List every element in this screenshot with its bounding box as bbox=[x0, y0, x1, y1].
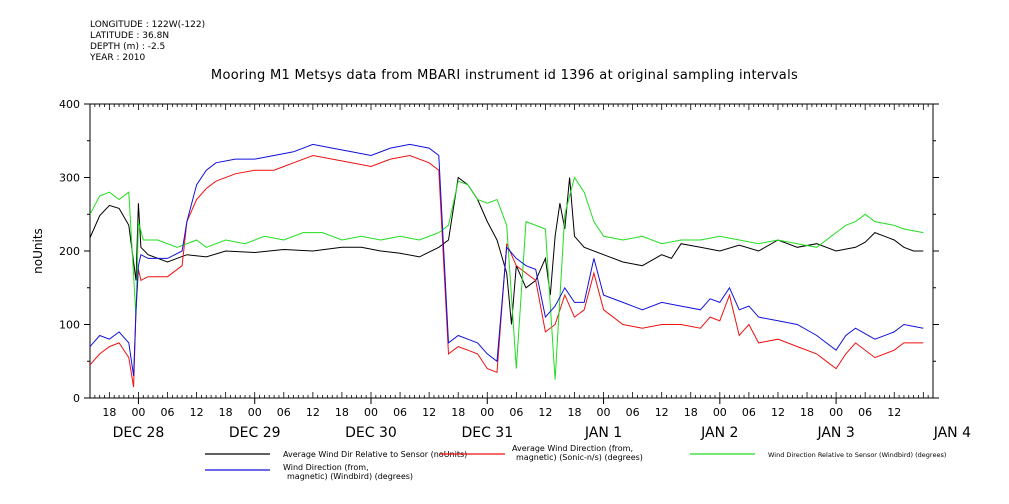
legend-label-1: Average Wind Dir Relative to Sensor (noU… bbox=[283, 450, 467, 459]
y-tick-label: 200 bbox=[59, 245, 80, 258]
x-day-label: JAN 4 bbox=[933, 425, 971, 441]
x-hour-label: 06 bbox=[742, 406, 756, 419]
x-hour-label: 12 bbox=[422, 406, 436, 419]
legend-label-2: Average Wind Direction (from, magnetic) (… bbox=[512, 444, 643, 462]
chart-title: Mooring M1 Metsys data from MBARI instru… bbox=[210, 68, 799, 83]
y-tick-label: 100 bbox=[59, 319, 80, 332]
x-day-label: DEC 29 bbox=[229, 425, 281, 441]
x-hour-label: 18 bbox=[567, 406, 581, 419]
x-hour-label: 00 bbox=[480, 406, 494, 419]
x-day-label: DEC 30 bbox=[345, 425, 397, 441]
series-line-1 bbox=[90, 176, 924, 325]
x-day-label: DEC 28 bbox=[113, 425, 165, 441]
x-hour-label: 12 bbox=[538, 406, 552, 419]
x-hour-label: 00 bbox=[597, 406, 611, 419]
meta-longitude: LONGITUDE : 122W(-122) bbox=[90, 20, 206, 30]
legend-label-3: Wind Direction Relative to Sensor (Windb… bbox=[768, 451, 946, 459]
x-hour-label: 06 bbox=[626, 406, 640, 419]
x-hour-label: 00 bbox=[131, 406, 145, 419]
x-hour-label: 06 bbox=[161, 406, 175, 419]
x-hour-label: 00 bbox=[248, 406, 262, 419]
x-hour-label: 06 bbox=[393, 406, 407, 419]
x-day-label: JAN 3 bbox=[816, 425, 854, 441]
y-tick-label: 400 bbox=[59, 98, 80, 111]
series-line-4 bbox=[90, 143, 924, 376]
x-day-label: JAN 2 bbox=[700, 425, 738, 441]
x-hour-label: 18 bbox=[102, 406, 116, 419]
series-line-3 bbox=[90, 176, 924, 380]
y-axis-label: noUnits bbox=[31, 228, 45, 274]
x-hour-label: 00 bbox=[364, 406, 378, 419]
x-hour-label: 12 bbox=[190, 406, 204, 419]
x-day-label: JAN 1 bbox=[584, 425, 622, 441]
x-hour-label: 18 bbox=[800, 406, 814, 419]
meta-depth: DEPTH (m) : -2.5 bbox=[90, 42, 166, 52]
x-hour-label: 06 bbox=[509, 406, 523, 419]
x-hour-label: 06 bbox=[277, 406, 291, 419]
x-hour-label: 06 bbox=[858, 406, 872, 419]
x-hour-label: 12 bbox=[771, 406, 785, 419]
y-tick-label: 0 bbox=[73, 392, 80, 405]
x-hour-label: 00 bbox=[829, 406, 843, 419]
x-hour-label: 18 bbox=[219, 406, 233, 419]
x-hour-label: 18 bbox=[684, 406, 698, 419]
x-hour-label: 18 bbox=[451, 406, 465, 419]
x-hour-label: 00 bbox=[713, 406, 727, 419]
x-hour-label: 12 bbox=[306, 406, 320, 419]
x-hour-label: 12 bbox=[887, 406, 901, 419]
meta-year: YEAR : 2010 bbox=[90, 53, 146, 63]
series-line-2 bbox=[90, 154, 924, 388]
x-hour-label: 12 bbox=[655, 406, 669, 419]
legend-label-4: Wind Direction (from, magnetic) (Windbird… bbox=[283, 463, 413, 481]
x-day-label: DEC 31 bbox=[461, 425, 513, 441]
metadata-block: LONGITUDE : 122W(-122) LATITUDE : 36.8N … bbox=[90, 20, 205, 64]
y-tick-label: 300 bbox=[59, 172, 80, 185]
meta-latitude: LATITUDE : 36.8N bbox=[90, 31, 170, 41]
x-hour-label: 18 bbox=[335, 406, 349, 419]
plot-frame bbox=[89, 103, 934, 399]
